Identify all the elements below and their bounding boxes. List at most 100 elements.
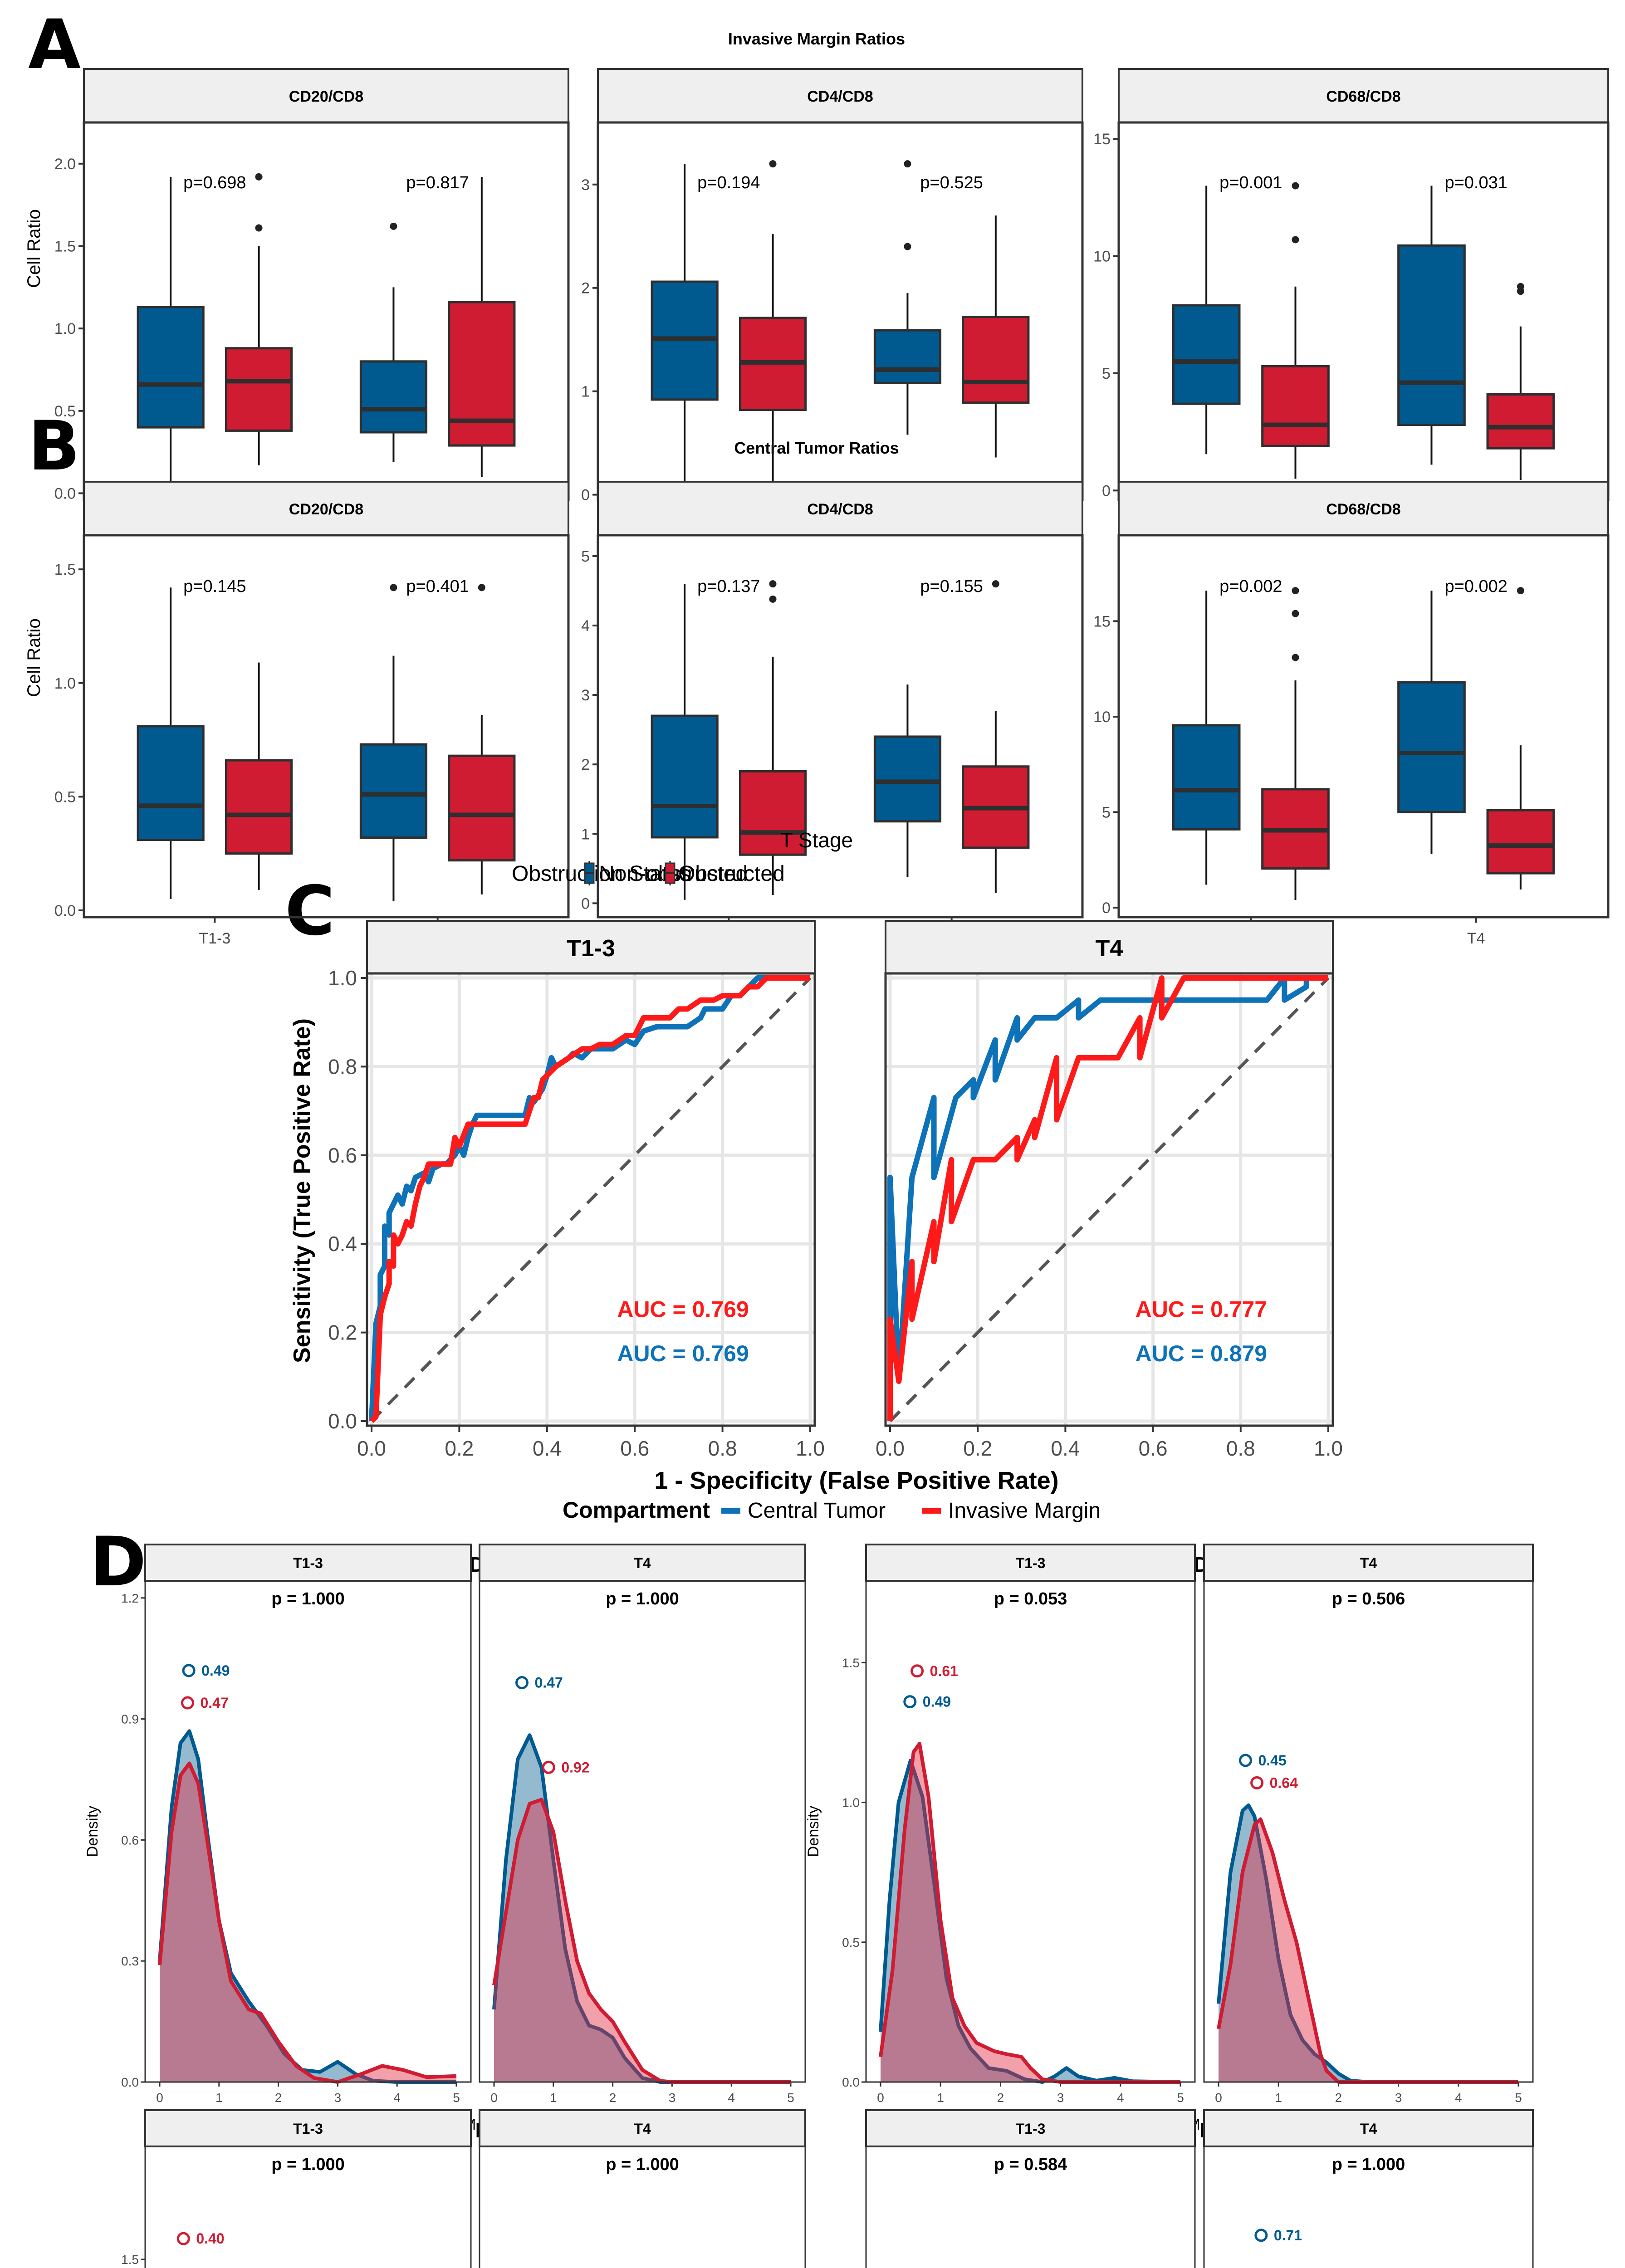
y-tick-label: 0.0 — [842, 2075, 860, 2089]
box-iqr — [873, 735, 942, 823]
facet-frame — [83, 534, 570, 919]
p-value-label: p=0.145 — [183, 577, 246, 596]
box-iqr — [137, 725, 205, 841]
y-tick-label: 0.0 — [54, 902, 76, 919]
outlier-point — [390, 222, 397, 230]
facet-t1-3: T1-3 p = 0.053 0 1 2 3 4 5 0.0 0.5 1.0 1.5 0.61 0.49 — [842, 1544, 1196, 2105]
median-marker-obstructed — [181, 1696, 194, 1710]
box-t1-3-obstructed — [225, 662, 293, 890]
y-tick-label: 0.3 — [121, 1954, 139, 1968]
facet-cd4-cd8: CD4/CD8012345T1-3p=0.137T4p=0.155 — [581, 481, 1084, 947]
facet-t1-3: T1-3 p = 1.000 0 1 2 3 4 5 0.0 0.3 0.6 0.9 1.2 0.49 0.… — [121, 1544, 472, 2105]
median-label-non-obstructed: 0.49 — [201, 1662, 230, 1679]
box-t1-3-non-obstructed — [651, 584, 719, 900]
panel-letter-d: D — [90, 1523, 147, 1602]
density-area-obstructed — [881, 1744, 1180, 2082]
box-t1-3-obstructed — [225, 173, 293, 465]
x-tick-label: 0.2 — [963, 1437, 992, 1460]
box-t1-3-non-obstructed — [651, 164, 719, 484]
x-tick-label: 5 — [1515, 2091, 1522, 2105]
box-iqr — [1172, 724, 1241, 831]
y-tick-label: 5 — [1102, 365, 1111, 382]
facet-strip-label: T1-3 — [293, 2121, 323, 2137]
x-tick-label: 0.0 — [876, 1437, 905, 1460]
facet-frame — [1203, 1580, 1534, 2083]
facet-strip-label: T1-3 — [293, 1555, 323, 1571]
legend-key-obstructed — [665, 861, 675, 885]
outlier-point — [1292, 654, 1299, 661]
x-tick-label: 3 — [669, 2091, 676, 2105]
box-t1-3-obstructed — [739, 160, 807, 481]
outlier-point — [255, 224, 263, 232]
facet-strip — [865, 2109, 1196, 2147]
facet-cd20-cd8: CD20/CD80.00.51.01.52.0T1-3p=0.698T4p=0.… — [54, 68, 570, 530]
box-t4-non-obstructed — [873, 684, 942, 877]
panel-letter-c: C — [285, 872, 335, 951]
x-tick-label: 4 — [393, 2091, 401, 2105]
x-tick-label: 2 — [609, 2091, 617, 2105]
y-tick-label: 0.6 — [121, 1833, 139, 1847]
facet-strip-label: T4 — [1096, 935, 1123, 962]
facet-strip-label: T1-3 — [1016, 2121, 1046, 2137]
box-iqr — [873, 329, 942, 384]
box-t4-non-obstructed — [359, 222, 428, 462]
box-iqr — [137, 306, 205, 429]
facet-strip-label: CD20/CD8 — [289, 88, 363, 105]
box-iqr — [359, 360, 428, 434]
facet-strip-label: T4 — [634, 2121, 651, 2137]
roc-curve-central-tumor — [369, 975, 810, 1422]
y-tick-label: 15 — [1093, 131, 1111, 148]
p-value-label: p = 1.000 — [1332, 2155, 1405, 2174]
panel-b-legend: Obstruction Status Non-obstructed Obstru… — [512, 861, 785, 886]
box-t4-obstructed — [1486, 587, 1555, 890]
y-tick-label: 3 — [581, 687, 590, 704]
facet-strip-label: CD4/CD8 — [807, 501, 873, 518]
legend-title: Obstruction Status — [512, 862, 691, 886]
box-t1-3-obstructed — [1261, 182, 1330, 479]
x-tick-label: 2 — [1335, 2091, 1342, 2105]
outlier-point — [769, 580, 777, 588]
y-tick-label: 0.2 — [328, 1321, 357, 1344]
x-tick-label: 5 — [453, 2091, 460, 2105]
x-tick-label: 0.6 — [620, 1437, 649, 1460]
y-tick-label: 0.0 — [54, 485, 76, 502]
box-t1-3-non-obstructed — [1172, 186, 1241, 455]
facet-strip-label: CD68/CD8 — [1326, 501, 1400, 518]
reference-diagonal — [889, 977, 1330, 1422]
y-tick-label: 2 — [581, 756, 590, 773]
facet-strip-label: T1-3 — [567, 935, 615, 962]
panel-a-title: Invasive Margin Ratios — [728, 29, 905, 48]
x-tick-label: 0 — [1215, 2091, 1222, 2105]
y-tick-label: 1.5 — [121, 2253, 139, 2267]
x-tick-label: 3 — [334, 2091, 342, 2105]
y-tick-label: 1.0 — [54, 320, 76, 337]
auc-label-invasive-margin: AUC = 0.769 — [617, 1296, 749, 1322]
y-tick-label: 1.2 — [121, 1591, 139, 1605]
auc-label-central-tumor: AUC = 0.769 — [617, 1341, 749, 1366]
density-area-non-obstructed — [160, 1731, 456, 2082]
facet-strip — [144, 1544, 472, 1582]
facet-frame — [1117, 534, 1610, 919]
x-tick-label: 0 — [490, 2091, 498, 2105]
y-tick-label: 1 — [581, 826, 590, 843]
x-tick-label: 2 — [997, 2091, 1004, 2105]
facet-strip — [1118, 481, 1609, 536]
outlier-point — [904, 160, 911, 168]
facet-frame — [884, 972, 1334, 1427]
box-iqr — [448, 301, 516, 447]
p-value-label: p = 0.506 — [1332, 1589, 1405, 1608]
facet-strip-label: T1-3 — [1016, 1555, 1046, 1571]
box-t4-obstructed — [962, 215, 1030, 458]
median-marker-obstructed — [910, 1664, 924, 1678]
y-tick-label: 10 — [1093, 709, 1111, 726]
y-tick-label: 0.0 — [121, 2075, 139, 2089]
facet-strip — [144, 2109, 472, 2147]
box-t1-3-non-obstructed — [1172, 591, 1241, 885]
outlier-point — [478, 584, 485, 591]
auc-label-central-tumor: AUC = 0.879 — [1136, 1341, 1267, 1366]
y-tick-label: 2 — [581, 280, 590, 297]
facet-frame — [1203, 2146, 1534, 2268]
y-tick-label: 0.5 — [54, 788, 76, 806]
